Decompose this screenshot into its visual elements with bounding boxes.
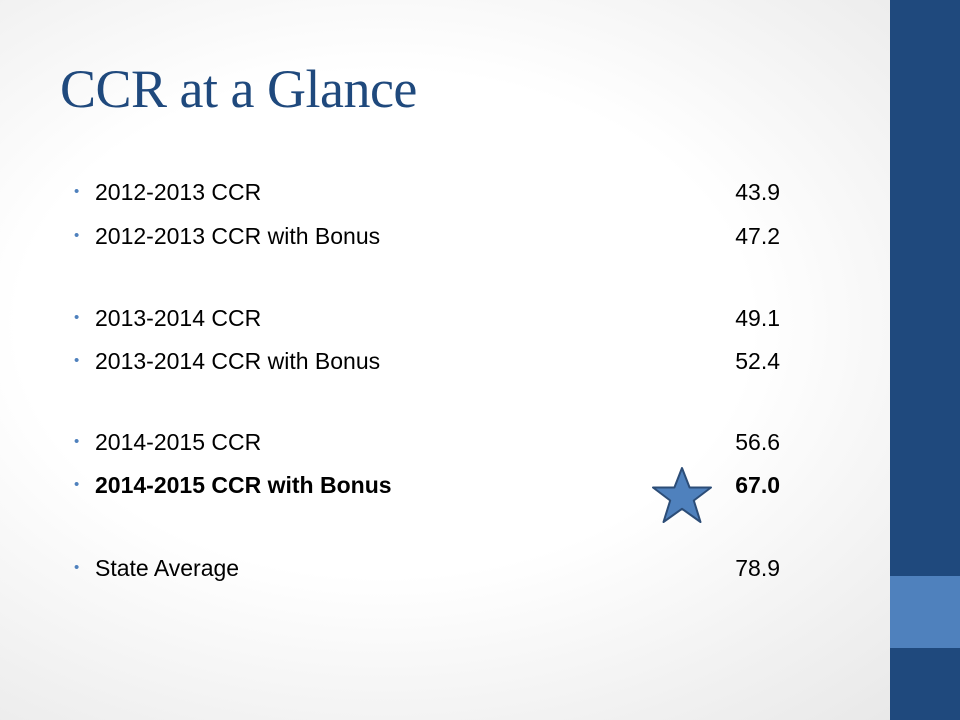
bullet-icon: • bbox=[74, 433, 80, 450]
bullet-label: State Average bbox=[95, 555, 240, 581]
bullet-value: 43.9 bbox=[735, 179, 780, 205]
bullet-item: • 2012-2013 CCR with Bonus 47.2 bbox=[74, 223, 794, 255]
bullet-icon: • bbox=[74, 476, 80, 493]
bullet-item: • 2012-2013 CCR 43.9 bbox=[74, 179, 794, 211]
bullet-value: 56.6 bbox=[735, 429, 780, 455]
sidebar-accent-block bbox=[890, 576, 960, 648]
bullet-label: 2014-2015 CCR with Bonus bbox=[95, 472, 392, 498]
bullet-value: 52.4 bbox=[735, 348, 780, 374]
bullet-value: 67.0 bbox=[735, 472, 780, 498]
bullet-item: • 2013-2014 CCR 49.1 bbox=[74, 305, 794, 337]
bullet-icon: • bbox=[74, 352, 80, 369]
bullet-label: 2014-2015 CCR bbox=[95, 429, 262, 455]
bullet-value: 47.2 bbox=[735, 223, 780, 249]
bullet-label: 2013-2014 CCR bbox=[95, 305, 262, 331]
bullet-value: 78.9 bbox=[735, 555, 780, 581]
bullet-icon: • bbox=[74, 309, 80, 326]
bullet-icon: • bbox=[74, 559, 80, 576]
bullet-label: 2013-2014 CCR with Bonus bbox=[95, 348, 381, 374]
bullet-icon: • bbox=[74, 227, 80, 244]
bullet-label: 2012-2013 CCR with Bonus bbox=[95, 223, 381, 249]
bullet-icon: • bbox=[74, 183, 80, 200]
bullet-item: • 2014-2015 CCR 56.6 bbox=[74, 429, 794, 461]
bullet-value: 49.1 bbox=[735, 305, 780, 331]
bullet-item: • State Average 78.9 bbox=[74, 555, 794, 587]
star-icon bbox=[652, 467, 712, 523]
bullet-item-highlighted: • 2014-2015 CCR with Bonus 67.0 bbox=[74, 472, 794, 504]
bullet-item: • 2013-2014 CCR with Bonus 52.4 bbox=[74, 348, 794, 380]
slide-title: CCR at a Glance bbox=[60, 59, 417, 119]
bullet-label: 2012-2013 CCR bbox=[95, 179, 262, 205]
